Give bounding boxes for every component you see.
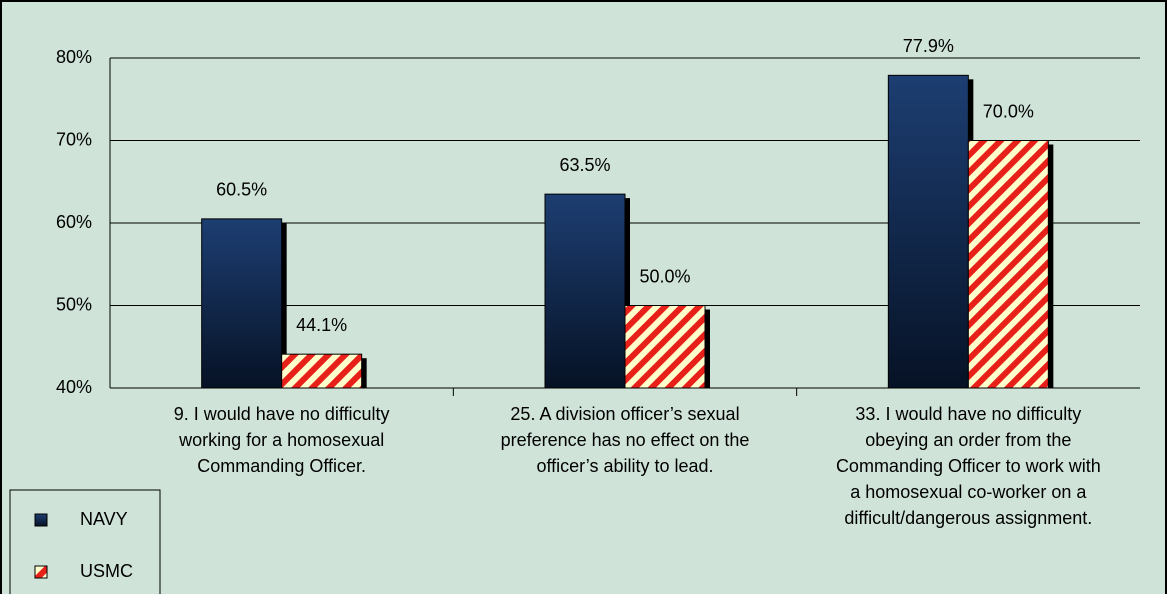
y-tick-label: 50% <box>56 294 92 314</box>
legend-label: USMC <box>80 561 133 581</box>
x-tick-label: 33. I would have no difficulty obeying an… <box>836 404 1101 528</box>
bar <box>544 193 626 389</box>
legend-swatch <box>34 565 48 579</box>
data-label: 44.1% <box>296 315 347 335</box>
legend-swatch <box>34 513 48 527</box>
bar <box>281 353 363 389</box>
data-label: 63.5% <box>559 155 610 175</box>
data-label: 77.9% <box>903 36 954 56</box>
bar <box>967 140 1049 389</box>
y-tick-label: 60% <box>56 212 92 232</box>
data-label: 70.0% <box>983 101 1034 121</box>
y-tick-label: 70% <box>56 129 92 149</box>
bar <box>201 218 283 389</box>
data-label: 60.5% <box>216 180 267 200</box>
y-tick-label: 80% <box>56 47 92 67</box>
bar <box>887 74 969 389</box>
x-tick-label: 9. I would have no difficulty working for… <box>174 404 390 476</box>
y-tick-label: 40% <box>56 377 92 397</box>
legend-label: NAVY <box>80 509 128 529</box>
data-label: 50.0% <box>639 266 690 286</box>
x-tick-label: 25. A division officer’s sexual preferenc… <box>501 404 750 476</box>
bar <box>624 305 706 389</box>
